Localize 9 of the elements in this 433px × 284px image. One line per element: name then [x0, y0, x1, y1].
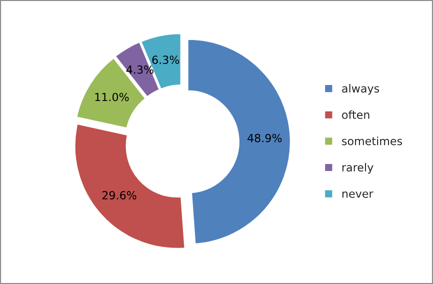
legend-label: sometimes: [342, 136, 402, 146]
legend-label: often: [342, 110, 370, 119]
legend-label: never: [342, 191, 374, 198]
data-label: 11.0%: [95, 92, 129, 102]
legend-label: always: [342, 84, 380, 95]
data-label: 48.9%: [248, 134, 282, 142]
data-label: 29.6%: [102, 191, 136, 200]
data-label: 6.3%: [152, 56, 180, 64]
legend-label: rarely: [342, 162, 374, 174]
